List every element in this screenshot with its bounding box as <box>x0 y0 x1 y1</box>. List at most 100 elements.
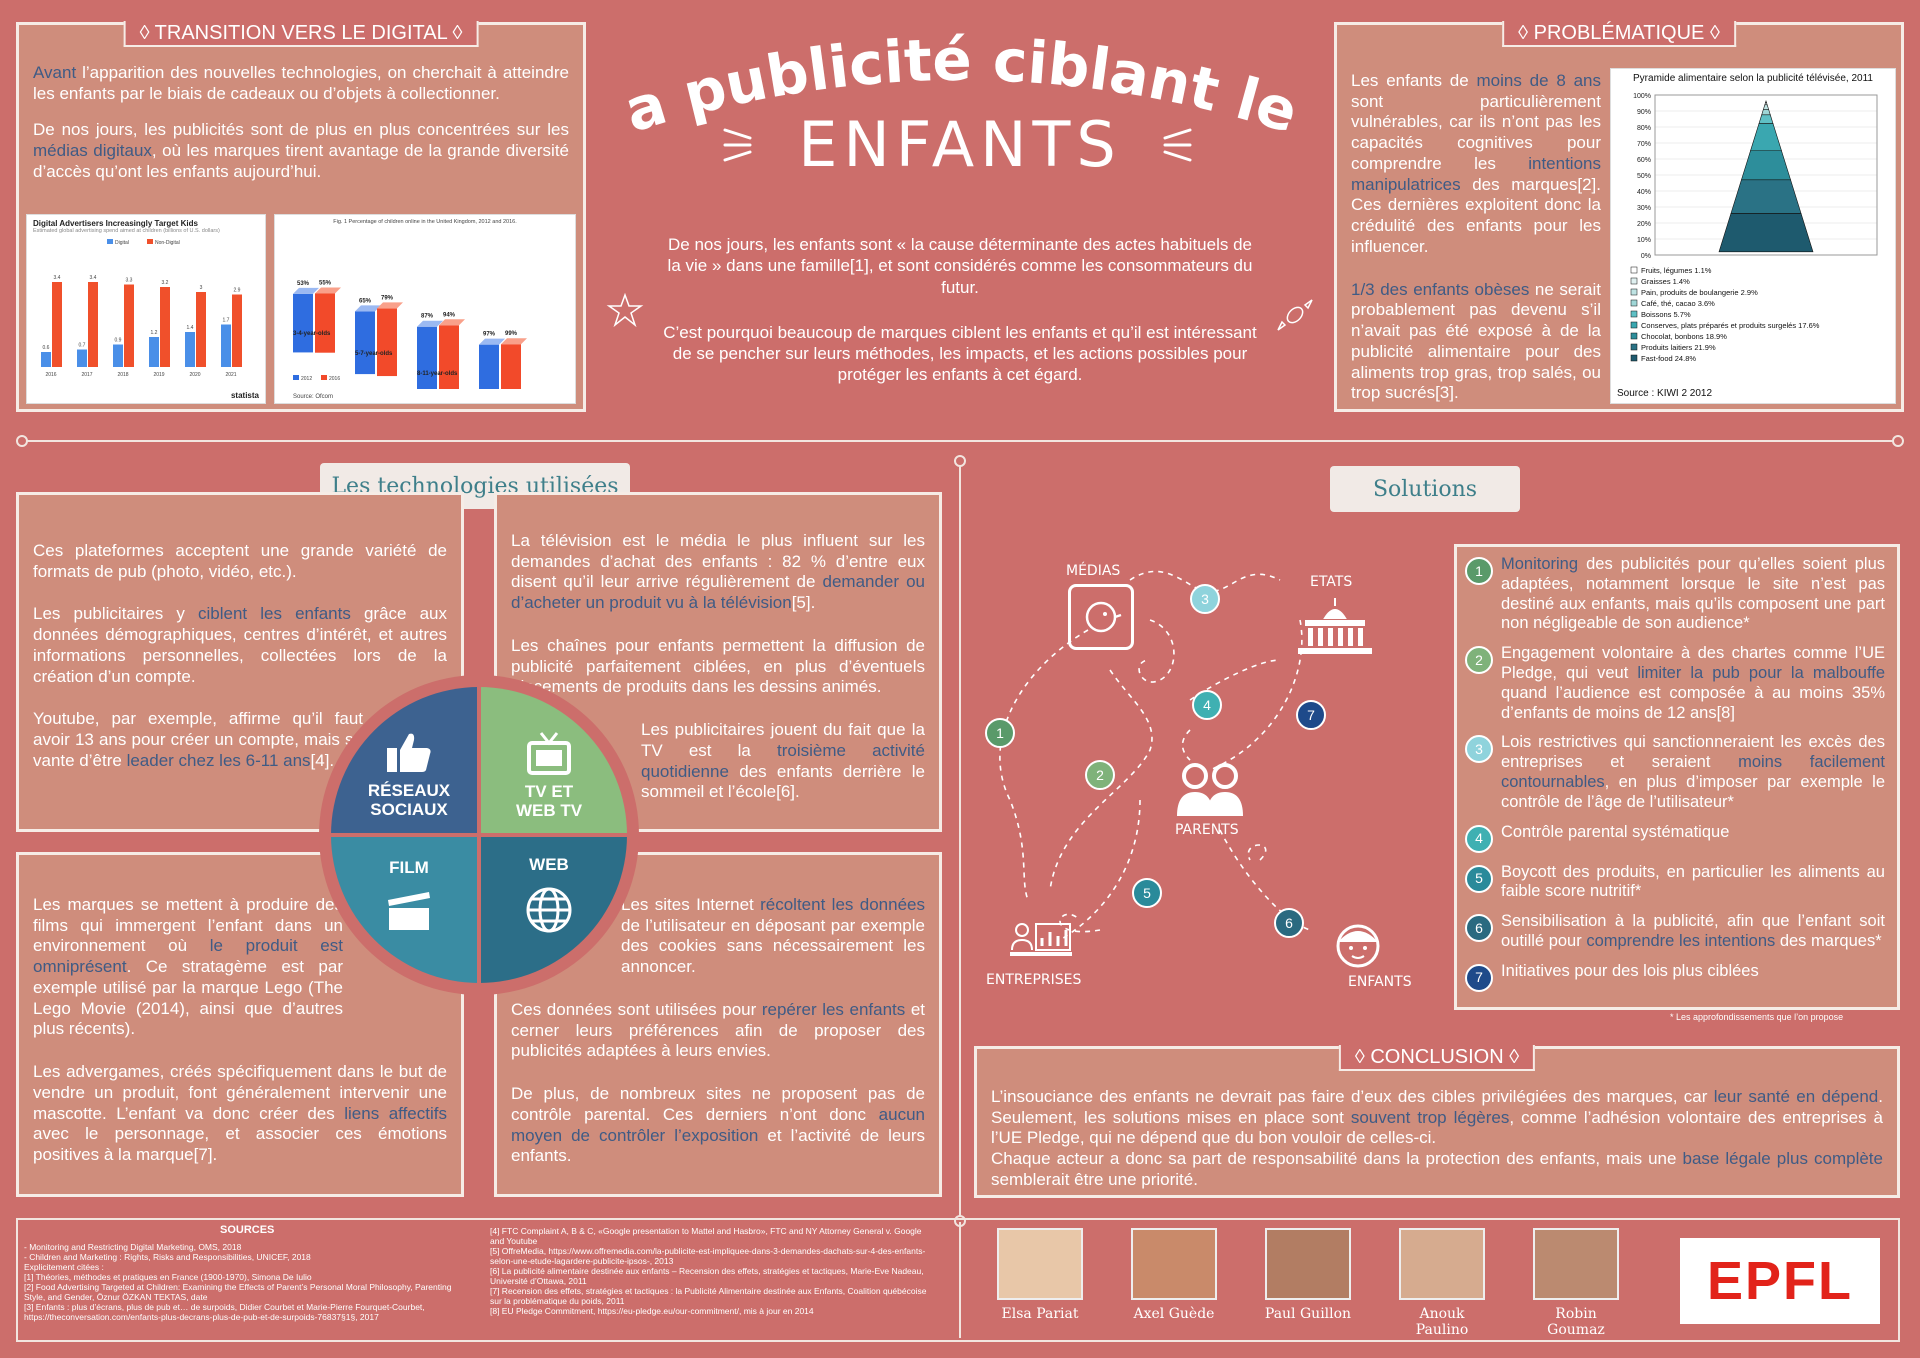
problematique-p1-highlight: moins de 8 ans <box>1476 71 1601 90</box>
quadrant-film: FILM <box>331 837 477 983</box>
pyramid-slice-3 <box>1761 109 1771 116</box>
chart1-subtitle: Estimated global advertising spend aimed… <box>33 228 220 234</box>
solution-number-badge: 6 <box>1465 914 1493 943</box>
quadrant-reseaux-label: RÉSEAUX SOCIAUX <box>367 781 451 819</box>
bar-non-digital-2016 <box>52 282 62 367</box>
diagram-node-1: 1 <box>985 718 1015 748</box>
bar-value-label: 2.9 <box>234 288 241 294</box>
pyramid-plot: 0% 10% 20% 30% 40% 50% 60% 70% 80% 90% 100% Fruits,… <box>1630 93 1878 363</box>
bar-value-label: 1.2 <box>151 330 158 336</box>
team-member: Elsa Pariat <box>990 1228 1090 1322</box>
legend-label: Boissons 5.7% <box>1641 310 1691 319</box>
bar-2012-2 <box>417 326 437 389</box>
y-tick-label: 80% <box>1637 125 1651 132</box>
legend-swatch <box>1630 299 1638 307</box>
y-tick-label: 50% <box>1637 173 1651 180</box>
bar-value-label: 3.4 <box>54 275 61 281</box>
source-entry: [6] La publicité alimentaire destinée au… <box>490 1266 924 1287</box>
reseaux-p3-text: Youtube, par exemple, affirme qu’il faut… <box>33 709 363 770</box>
source-entry: [2] Food Advertising Targeted at Childre… <box>24 1282 452 1303</box>
source-entry: Explicitement citées : <box>24 1262 104 1273</box>
divider-dot-right <box>1892 435 1904 447</box>
x-tick-label: 2017 <box>81 372 92 378</box>
footer-frame <box>16 1218 1900 1342</box>
conclusion-p1-text-end: , comme l’adhésion volontaire des entrep… <box>991 1107 1883 1148</box>
solution-item-6: 6 Sensibilisation à la publicité, afin qu… <box>1465 912 1885 952</box>
diagram-node-7: 7 <box>1296 700 1326 730</box>
team-member-name: Robin Goumaz <box>1547 1306 1605 1338</box>
x-tick-label: 2021 <box>225 372 236 378</box>
solution-text-end: , en plus d’imposer par exemple le contr… <box>1501 772 1885 811</box>
horizontal-divider <box>26 440 1896 442</box>
y-tick-label: 0% <box>1641 253 1651 260</box>
legend-swatch <box>1630 343 1638 351</box>
tv-icon <box>527 732 571 776</box>
bar-top-face <box>501 338 527 345</box>
bar-top-face <box>439 319 465 326</box>
tv-p1-text-end: [5]. <box>791 593 816 613</box>
chart2-source: Source: Ofcom <box>293 394 334 400</box>
problematique-p2: 1/3 des enfants obèses ne serait probabl… <box>1351 280 1601 404</box>
solution-text-start: Contrôle parental systématique <box>1501 822 1730 841</box>
capitol-icon <box>1298 598 1372 654</box>
conclusion-panel: ◊ CONCLUSION ◊ L’insouciance des enfants… <box>974 1045 1900 1198</box>
source-entry: - Children and Marketing : Rights, Risks… <box>24 1252 311 1263</box>
etats-node <box>1290 596 1380 661</box>
poster-title: La publicité ciblant les <box>600 20 1306 146</box>
category-label: 8-11-year-olds <box>417 371 458 377</box>
bar-digital-2020 <box>185 332 195 367</box>
solution-number-badge: 4 <box>1465 824 1493 853</box>
bar-2016-0 <box>315 293 335 353</box>
solutions-banner: Solutions <box>1330 466 1520 512</box>
y-tick-label: 40% <box>1637 189 1651 196</box>
problematique-p1-text-mid: sont particulièrement vulnérables, car i… <box>1351 91 1601 173</box>
transition-p2-text: De nos jours, les publicités sont de plu… <box>33 120 569 140</box>
bar-value-label: 1.7 <box>223 318 230 324</box>
title-sparks-left <box>723 128 752 162</box>
team-member-photo <box>1265 1228 1351 1300</box>
y-tick-label: 20% <box>1637 221 1651 228</box>
digital-ad-chart: Digital Advertisers Increasingly Target … <box>26 214 266 404</box>
film-p2-highlight: liens affectifs <box>344 1103 447 1123</box>
solution-number-badge: 2 <box>1465 646 1493 675</box>
chart2-title: Fig. 1 Percentage of children online in … <box>333 219 517 225</box>
sources-heading: SOURCES <box>220 1224 275 1236</box>
quadrant-web: WEB <box>481 837 627 983</box>
reseaux-p2-text-end: grâce aux données démographiques, centre… <box>33 604 448 686</box>
reseaux-p2-text: Les publicitaires y <box>33 604 198 624</box>
bar-non-digital-2017 <box>88 282 98 367</box>
intro-p1: De nos jours, les enfants sont « la caus… <box>667 235 1253 297</box>
web-p1-highlight: récoltent les données <box>760 895 925 914</box>
solutions-footnote: * Les approfondissements que l’on propos… <box>1670 1012 1844 1022</box>
problematique-p1-text-end: des marques[2]. Ces dernières exploitent… <box>1351 174 1601 256</box>
bar-value-label: 3.2 <box>162 280 169 286</box>
y-tick-label: 100% <box>1633 93 1651 100</box>
web-p2-text: Ces données sont utilisées pour <box>511 999 762 1019</box>
web-p1-text: Les sites Internet <box>621 895 761 914</box>
globe-icon <box>526 887 572 933</box>
quadrant-reseaux: RÉSEAUX SOCIAUX <box>331 687 477 833</box>
bar-value-label: 0.6 <box>43 345 50 351</box>
enfants-label: ENFANTS <box>1348 974 1412 990</box>
sources-column-1: - Monitoring and Restricting Digital Mar… <box>24 1242 464 1322</box>
solution-item-3: 3 Lois restrictives qui sanctionneraient … <box>1465 733 1885 812</box>
source-entry: - Monitoring and Restricting Digital Mar… <box>24 1242 242 1252</box>
solution-text-start: Sensibilisation à la publicité, afin que… <box>1501 912 1885 950</box>
legend-label: Pain, produits de boulangerie 2.9% <box>1641 288 1758 297</box>
children-online-chart: Fig. 1 Percentage of children online in … <box>274 214 576 404</box>
legend-swatch <box>1630 321 1638 329</box>
web-p3-highlight: aucun moyen de contrôler l’exposition <box>511 1104 925 1145</box>
y-tick-label: 70% <box>1637 141 1651 148</box>
solution-text-end: des publicités pour qu’elles soient plus… <box>1501 555 1885 633</box>
legend-label: Digital <box>115 240 129 246</box>
solution-text: Initiatives pour des lois plus ciblées <box>1501 962 1759 982</box>
bar-value-label: 94% <box>443 312 456 318</box>
transition-p2-text-end: , où les marques tirent avantage de la g… <box>33 141 570 181</box>
chart1-plot: 0.6 3.4 2016 0.7 3.4 2017 0.9 3.3 2018 1.2 3.2 2019… <box>41 239 242 378</box>
film-p2: Les advergames, créés spécifiquement dan… <box>33 1062 447 1166</box>
legend-label: Fruits, légumes 1.1% <box>1641 266 1712 275</box>
source-entry: [3] Enfants : plus d’écrans, plus de pub… <box>24 1302 425 1323</box>
bar-value-label: 1.4 <box>187 325 194 331</box>
transition-p1: Avant l’apparition des nouvelles technol… <box>33 63 569 104</box>
film-p2-text: Les advergames, créés spécifiquement dan… <box>33 1062 447 1123</box>
